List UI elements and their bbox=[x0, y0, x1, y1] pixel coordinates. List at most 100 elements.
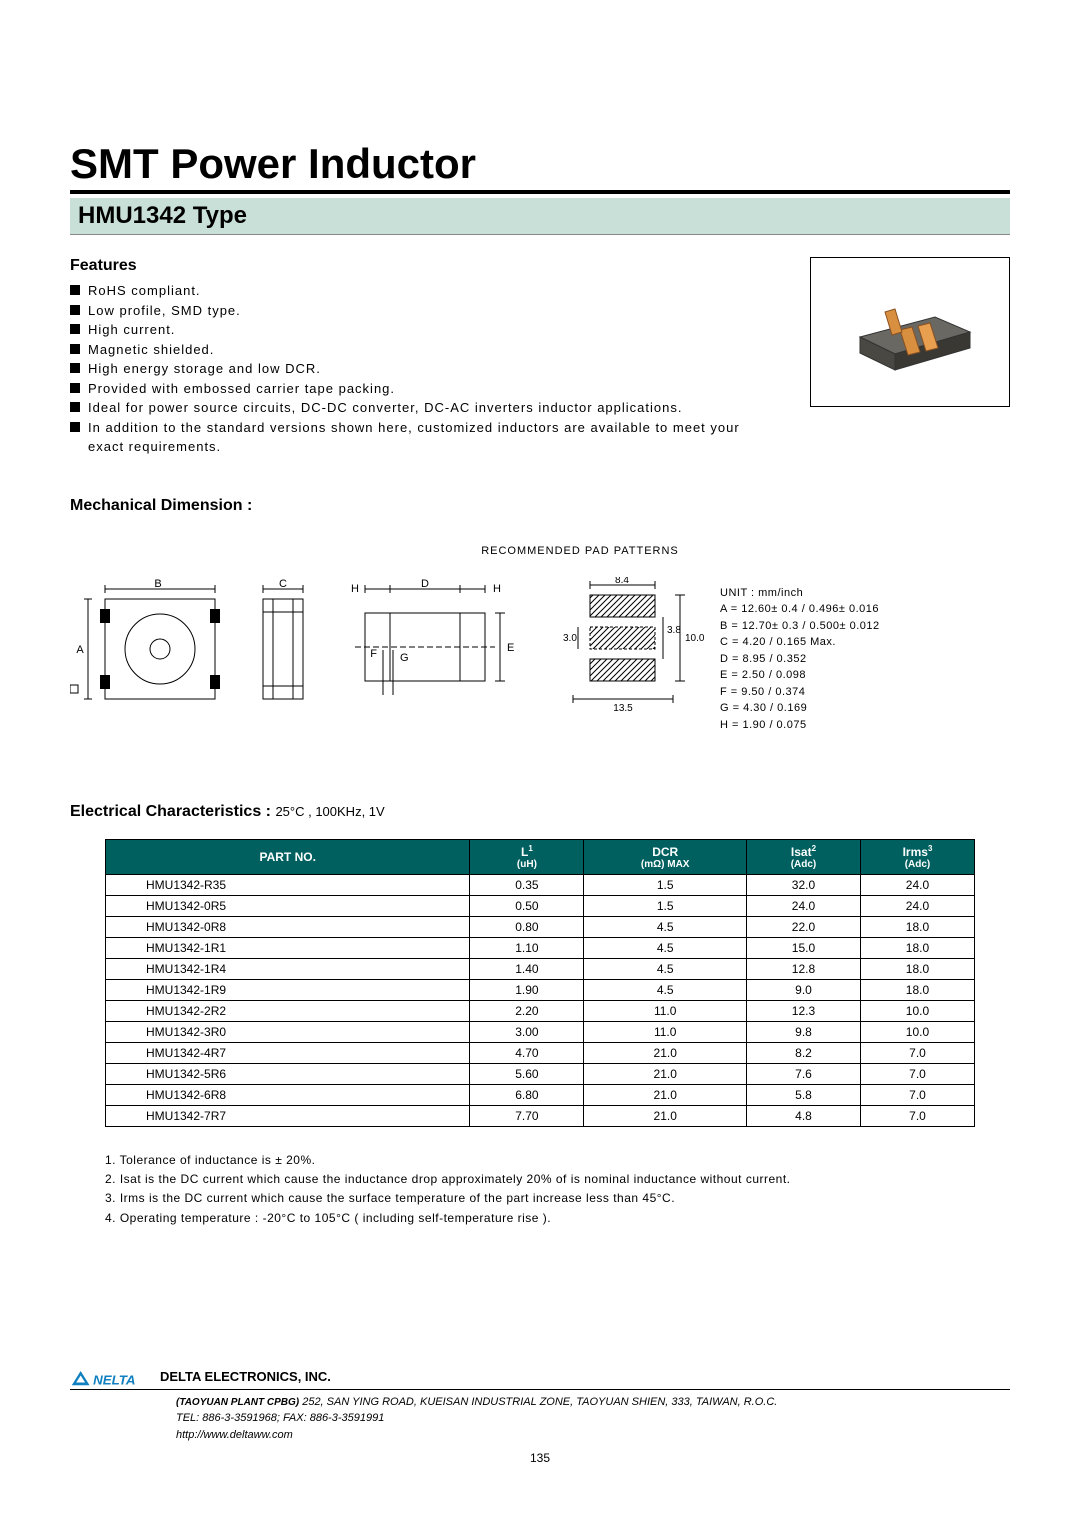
table-row: HMU1342-1R41.404.512.818.0 bbox=[106, 959, 975, 980]
drawing-pad: 8.4 3.0 3.8 10.0 13.5 bbox=[545, 577, 710, 727]
table-cell: 21.0 bbox=[584, 1106, 747, 1127]
page-number: 135 bbox=[70, 1451, 1010, 1465]
dim-row: E = 2.50 / 0.098 bbox=[720, 667, 880, 684]
table-cell: 1.10 bbox=[470, 938, 584, 959]
table-cell: 0.35 bbox=[470, 875, 584, 896]
subtitle-bar: HMU1342 Type bbox=[70, 198, 1010, 235]
table-cell: 12.8 bbox=[747, 959, 861, 980]
table-cell: 32.0 bbox=[747, 875, 861, 896]
table-cell: HMU1342-7R7 bbox=[106, 1106, 470, 1127]
elec-conditions: 25°C , 100KHz, 1V bbox=[275, 804, 384, 819]
table-cell: 9.0 bbox=[747, 980, 861, 1001]
table-cell: 18.0 bbox=[860, 959, 974, 980]
table-cell: HMU1342-R35 bbox=[106, 875, 470, 896]
table-cell: HMU1342-4R7 bbox=[106, 1043, 470, 1064]
svg-text:E: E bbox=[507, 642, 514, 654]
page-title: SMT Power Inductor bbox=[70, 140, 1010, 194]
table-cell: 1.90 bbox=[470, 980, 584, 1001]
table-cell: 2.20 bbox=[470, 1001, 584, 1022]
table-cell: 4.5 bbox=[584, 938, 747, 959]
subtitle: HMU1342 Type bbox=[78, 202, 247, 229]
characteristics-table: PART NO.L1(uH)DCR(mΩ) MAXIsat2(Adc)Irms3… bbox=[105, 839, 975, 1127]
table-cell: 24.0 bbox=[747, 896, 861, 917]
table-cell: 0.50 bbox=[470, 896, 584, 917]
table-row: HMU1342-1R11.104.515.018.0 bbox=[106, 938, 975, 959]
elec-heading: Electrical Characteristics : bbox=[70, 803, 275, 820]
table-cell: 4.5 bbox=[584, 917, 747, 938]
drawing-bottom: H D H F G E bbox=[345, 577, 515, 707]
table-header: Irms3(Adc) bbox=[860, 840, 974, 875]
features-heading: Features bbox=[70, 257, 780, 275]
table-cell: 11.0 bbox=[584, 1022, 747, 1043]
table-cell: 24.0 bbox=[860, 896, 974, 917]
table-row: HMU1342-7R77.7021.04.87.0 bbox=[106, 1106, 975, 1127]
table-cell: 1.5 bbox=[584, 875, 747, 896]
table-cell: HMU1342-6R8 bbox=[106, 1085, 470, 1106]
svg-text:3.0: 3.0 bbox=[563, 633, 577, 644]
svg-text:3.8: 3.8 bbox=[667, 625, 681, 636]
note-item: 3. Irms is the DC current which cause th… bbox=[105, 1189, 975, 1208]
notes: 1. Tolerance of inductance is ± 20%. 2. … bbox=[105, 1151, 975, 1228]
drawing-side: C bbox=[255, 577, 315, 707]
table-cell: 10.0 bbox=[860, 1022, 974, 1043]
table-header: DCR(mΩ) MAX bbox=[584, 840, 747, 875]
table-cell: HMU1342-1R1 bbox=[106, 938, 470, 959]
note-item: 4. Operating temperature : -20°C to 105°… bbox=[105, 1209, 975, 1228]
feature-item: In addition to the standard versions sho… bbox=[70, 418, 780, 457]
table-cell: 10.0 bbox=[860, 1001, 974, 1022]
table-row: HMU1342-1R91.904.59.018.0 bbox=[106, 980, 975, 1001]
footer-address: 252, SAN YING ROAD, KUEISAN INDUSTRIAL Z… bbox=[302, 1396, 777, 1408]
table-cell: 8.2 bbox=[747, 1043, 861, 1064]
table-cell: 5.60 bbox=[470, 1064, 584, 1085]
svg-text:8.4: 8.4 bbox=[615, 577, 629, 586]
feature-item: High current. bbox=[70, 320, 780, 340]
table-cell: 18.0 bbox=[860, 980, 974, 1001]
svg-text:10.0: 10.0 bbox=[685, 633, 705, 644]
footer-plant: (TAOYUAN PLANT CPBG) bbox=[176, 1397, 299, 1408]
dim-row: G = 4.30 / 0.169 bbox=[720, 700, 880, 717]
table-cell: 4.5 bbox=[584, 980, 747, 1001]
table-row: HMU1342-0R50.501.524.024.0 bbox=[106, 896, 975, 917]
company-name: DELTA ELECTRONICS, INC. bbox=[160, 1369, 331, 1384]
dim-row: A = 12.60± 0.4 / 0.496± 0.016 bbox=[720, 601, 880, 618]
drawing-top: B A bbox=[70, 577, 225, 707]
svg-text:G: G bbox=[400, 652, 409, 664]
footer-contact: TEL: 886-3-3591968; FAX: 886-3-3591991 bbox=[176, 1412, 384, 1424]
table-cell: 18.0 bbox=[860, 938, 974, 959]
product-image bbox=[810, 257, 1010, 407]
table-cell: 7.0 bbox=[860, 1043, 974, 1064]
table-cell: 7.0 bbox=[860, 1064, 974, 1085]
feature-item: Provided with embossed carrier tape pack… bbox=[70, 379, 780, 399]
table-cell: 7.0 bbox=[860, 1085, 974, 1106]
table-cell: 9.8 bbox=[747, 1022, 861, 1043]
table-cell: HMU1342-0R5 bbox=[106, 896, 470, 917]
svg-text:H: H bbox=[493, 583, 501, 595]
dim-row: C = 4.20 / 0.165 Max. bbox=[720, 634, 880, 651]
table-row: HMU1342-4R74.7021.08.27.0 bbox=[106, 1043, 975, 1064]
table-cell: 21.0 bbox=[584, 1043, 747, 1064]
svg-text:13.5: 13.5 bbox=[613, 703, 633, 714]
table-cell: 21.0 bbox=[584, 1085, 747, 1106]
table-cell: 0.80 bbox=[470, 917, 584, 938]
table-cell: 11.0 bbox=[584, 1001, 747, 1022]
table-cell: 3.00 bbox=[470, 1022, 584, 1043]
table-cell: 4.70 bbox=[470, 1043, 584, 1064]
table-cell: HMU1342-1R4 bbox=[106, 959, 470, 980]
svg-text:D: D bbox=[421, 578, 429, 590]
table-cell: 6.80 bbox=[470, 1085, 584, 1106]
pad-label: RECOMMENDED PAD PATTERNS bbox=[450, 545, 710, 557]
table-row: HMU1342-2R22.2011.012.310.0 bbox=[106, 1001, 975, 1022]
table-cell: 7.0 bbox=[860, 1106, 974, 1127]
table-cell: HMU1342-0R8 bbox=[106, 917, 470, 938]
table-cell: 21.0 bbox=[584, 1064, 747, 1085]
dim-row: B = 12.70± 0.3 / 0.500± 0.012 bbox=[720, 618, 880, 635]
features-list: RoHS compliant. Low profile, SMD type. H… bbox=[70, 281, 780, 457]
feature-item: Magnetic shielded. bbox=[70, 340, 780, 360]
table-cell: 4.8 bbox=[747, 1106, 861, 1127]
unit-label: UNIT : mm/inch bbox=[720, 585, 880, 602]
table-cell: 1.40 bbox=[470, 959, 584, 980]
table-header: L1(uH) bbox=[470, 840, 584, 875]
footer-url: http://www.deltaww.com bbox=[176, 1429, 293, 1441]
table-cell: HMU1342-3R0 bbox=[106, 1022, 470, 1043]
table-cell: 12.3 bbox=[747, 1001, 861, 1022]
